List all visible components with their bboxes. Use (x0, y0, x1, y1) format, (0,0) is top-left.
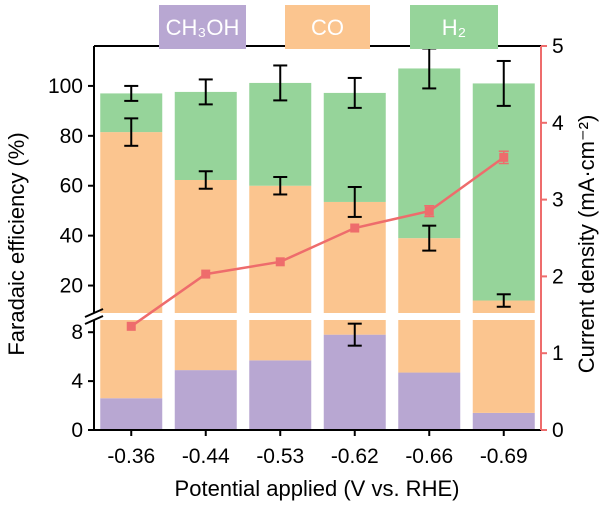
bar-ch3oh-3 (323, 334, 386, 430)
current-density-point-3 (350, 223, 360, 233)
legend-swatch-1 (285, 5, 370, 49)
bar-co-4 (398, 238, 461, 373)
stacked-bars (80, 68, 543, 430)
x-tick-label-2: -0.53 (256, 445, 304, 468)
legend-label-2: H₂ (442, 15, 466, 40)
bar-co-2 (249, 185, 312, 361)
current-density-point-0 (126, 321, 136, 331)
current-density-point-2 (275, 257, 285, 267)
axes: 0 4 8 20 40 60 80 100 0 1 2 3 4 5 -0.36 -0.44 -0.53 -0.62… (48, 35, 564, 468)
bar-ch3oh-1 (174, 370, 237, 430)
bar-h2-1 (174, 91, 237, 180)
bar-co-0 (100, 132, 163, 399)
bar-h2-5 (472, 83, 535, 301)
y2-tick-label-2: 2 (552, 265, 564, 288)
y2-tick-label-1: 1 (552, 342, 564, 365)
legend-swatch-0 (159, 5, 246, 49)
y-tick-label-4: 4 (71, 370, 83, 393)
current-density-point-5 (499, 152, 509, 162)
y-axis-title: Faradaic efficiency (%) (4, 132, 29, 355)
legend: CH₃OH CO H₂ (159, 5, 498, 49)
current-density-line (130, 156, 505, 328)
y2-tick-label-5: 5 (552, 35, 564, 58)
x-tick-label-3: -0.62 (331, 445, 379, 468)
current-density-point-1 (201, 269, 211, 279)
current-density-series (126, 150, 509, 331)
y-tick-label-40: 40 (60, 225, 83, 248)
current-density-point-4 (424, 206, 434, 216)
y-tick-label-80: 80 (60, 125, 83, 148)
x-tick-label-4: -0.66 (405, 445, 453, 468)
legend-label-0: CH₃OH (166, 15, 240, 40)
bar-h2-3 (323, 92, 386, 202)
bar-ch3oh-4 (398, 372, 461, 430)
bar-ch3oh-5 (472, 412, 535, 430)
legend-label-1: CO (311, 15, 344, 40)
y2-tick-label-4: 4 (552, 112, 564, 135)
legend-swatch-2 (410, 5, 498, 49)
y-tick-label-0: 0 (71, 419, 83, 442)
axis-break-gap (80, 313, 543, 320)
y2-tick-label-0: 0 (552, 419, 564, 442)
break-mark-upper (84, 308, 104, 318)
y2-tick-label-3: 3 (552, 189, 564, 212)
break-mark-lower (84, 315, 104, 325)
x-tick-label-1: -0.44 (182, 445, 230, 468)
y-tick-label-60: 60 (60, 175, 83, 198)
y-tick-label-20: 20 (60, 275, 83, 298)
x-axis-title: Potential applied (V vs. RHE) (175, 476, 460, 501)
x-tick-label-0: -0.36 (107, 445, 155, 468)
error-bars (124, 47, 511, 347)
y-tick-label-100: 100 (48, 75, 83, 98)
bar-ch3oh-2 (249, 360, 312, 430)
x-tick-label-5: -0.69 (480, 445, 528, 468)
y2-axis-title: Current density (mA·cm⁻²) (574, 115, 599, 374)
y-tick-label-8: 8 (71, 321, 83, 344)
bar-ch3oh-0 (100, 398, 163, 430)
